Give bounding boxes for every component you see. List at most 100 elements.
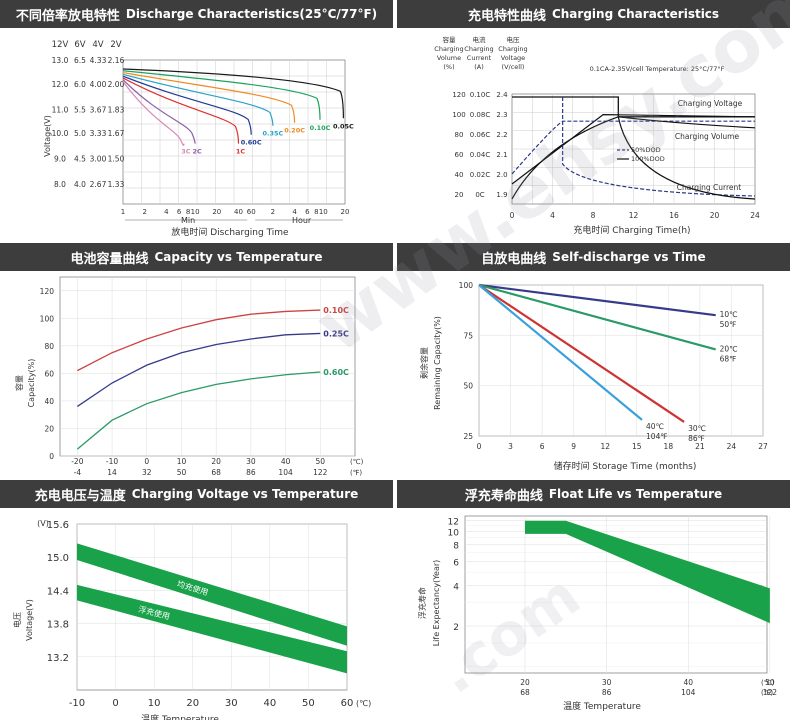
discharge-ylabel: Voltage(V): [43, 115, 52, 157]
discharge-hour-label: Hour: [292, 216, 312, 225]
charging-xtick: 20: [710, 211, 720, 220]
charging-ytick: 2.1: [496, 151, 507, 159]
discharge-title-en: Discharge Characteristics(25°C/77°F): [125, 7, 378, 21]
floatlife-ytick: 6: [453, 558, 459, 568]
discharge-xtick-min: 40: [234, 208, 243, 216]
discharge-ytick: 2.00: [108, 80, 125, 89]
discharge-ytick: 5.5: [74, 105, 86, 114]
charging-current-label: Charging Current: [677, 183, 742, 192]
selfdischarge-xtick: 21: [695, 442, 705, 451]
floatlife-ylabel-cn: 浮充寿命: [417, 587, 427, 619]
discharge-ytick: 4.33: [90, 56, 107, 65]
charging-ytick: 0C: [475, 191, 484, 199]
capacity-ytick: 120: [40, 287, 55, 296]
discharge-xtick-hour: 8: [314, 208, 318, 216]
charging-xtick: 24: [750, 211, 760, 220]
discharge-yheader: 12V: [52, 40, 69, 50]
capacity-xtick-f: 86: [246, 468, 256, 477]
discharge-ytick: 9.0: [54, 155, 66, 164]
floatlife-xtick-c: 30: [602, 678, 612, 687]
floatlife-xunit-f: (℉): [761, 689, 773, 697]
charging-ytick: 2.2: [496, 131, 507, 139]
selfdischarge-xtick: 18: [664, 442, 674, 451]
selfdischarge-xtick: 6: [540, 442, 545, 451]
discharge-xlabel: 放电时间 Discharging Time: [171, 226, 289, 238]
selfdischarge-series-label-f: 104℉: [646, 432, 667, 441]
discharge-curve: [122, 77, 240, 144]
chargevoltage-xtick: 40: [263, 698, 276, 709]
floatlife-ytick: 12: [448, 518, 459, 528]
floatlife-panel: 浮充寿命曲线 Float Life vs Temperature 2 4 6 8 10 1…: [397, 480, 790, 720]
charging-ytick: 80: [455, 131, 464, 139]
floatlife-xtick-f: 68: [520, 688, 530, 697]
capacity-xtick-c: 10: [177, 457, 187, 466]
selfdischarge-title-en: Self-discharge vs Time: [552, 250, 706, 264]
selfdischarge-xlabel: 储存时间 Storage Time (months): [554, 460, 697, 472]
discharge-ytick: 3.00: [90, 155, 107, 164]
selfdischarge-series-line: [478, 284, 685, 423]
chargevoltage-title-en: Charging Voltage vs Temperature: [131, 487, 359, 501]
charging-ytick: 1.9: [496, 191, 507, 199]
floatlife-xtick-c: 20: [520, 678, 530, 687]
selfdischarge-ytick: 100: [459, 281, 474, 290]
charging-voltage-line: [512, 96, 755, 118]
discharge-ytick: 1.67: [108, 129, 125, 138]
discharge-curve: [122, 73, 274, 126]
discharge-xtick-hour: 20: [341, 208, 350, 216]
chargevoltage-band: [77, 584, 347, 674]
discharge-ytick: 1.33: [108, 180, 125, 189]
charging-xtick: 4: [550, 211, 555, 220]
discharge-min-label: Min: [181, 216, 195, 225]
charging-note: 0.1CA-2.35V/cell Temperature: 25°C/77°F: [590, 65, 725, 73]
selfdischarge-ylabel-cn: 剩余容量: [419, 347, 429, 379]
capacity-series-line: [76, 371, 321, 450]
chargevoltage-title-cn: 充电电压与温度: [34, 488, 126, 504]
capacity-ytick: 60: [44, 369, 54, 378]
capacity-xtick-f: 104: [278, 468, 293, 477]
discharge-xtick-min: 60: [247, 208, 256, 216]
floatlife-ytick: 2: [453, 623, 459, 633]
capacity-xunit-c: (℃): [350, 458, 364, 466]
charging-chart: 容量ChargingVolume(%)电流ChargingCurrent(A)电…: [434, 35, 760, 236]
floatlife-title-cn: 浮充寿命曲线: [464, 488, 543, 504]
charging-col-header: (A): [474, 63, 484, 71]
floatlife-ytick: 4: [453, 582, 459, 592]
floatlife-ytick: 8: [453, 542, 459, 552]
discharge-ytick: 2.67: [90, 180, 107, 189]
selfdischarge-xtick: 9: [571, 442, 576, 451]
discharge-curve: [122, 75, 252, 135]
chargevoltage-ytick: 14.4: [47, 586, 69, 597]
charging-col-header: 容量: [443, 35, 457, 44]
capacity-series-label: 0.25C: [323, 329, 349, 338]
discharge-xtick-min: 20: [212, 208, 221, 216]
discharge-series-label: 0.10C: [310, 124, 331, 132]
discharge-xtick-min: 8: [186, 208, 190, 216]
selfdischarge-ytick: 25: [463, 432, 473, 441]
capacity-xtick-f: -4: [74, 468, 82, 477]
discharge-xtick-hour: 6: [305, 208, 310, 216]
charging-title-cn: 充电特性曲线: [467, 8, 546, 24]
floatlife-xtick-c: 50: [765, 678, 775, 687]
discharge-ytick: 3.33: [90, 129, 107, 138]
chargevoltage-xtick: 10: [148, 698, 161, 709]
charging-xtick: 12: [629, 211, 639, 220]
charging-col-header: Charging: [434, 45, 463, 53]
charging-ytick: 0.10C: [470, 91, 491, 99]
discharge-xtick-min: 6: [177, 208, 182, 216]
charging-ytick: 0.04C: [470, 151, 491, 159]
charging-ytick: 0.02C: [470, 171, 491, 179]
selfdischarge-series-label-c: 20℃: [720, 344, 738, 353]
selfdischarge-ytick: 50: [463, 382, 473, 391]
selfdischarge-panel: 自放电曲线 Self-discharge vs Time 25 50 75 100 0 3…: [397, 243, 790, 477]
selfdischarge-title-cn: 自放电曲线: [481, 251, 547, 267]
selfdischarge-series-label-f: 68℉: [720, 354, 737, 363]
charging-current-100: [617, 116, 756, 200]
discharge-ytick: 6.0: [74, 80, 86, 89]
discharge-ytick: 4.5: [74, 155, 86, 164]
chargevoltage-ytick: 13.2: [47, 653, 69, 664]
charging-header: 充电特性曲线 Charging Characteristics: [397, 0, 790, 28]
chargevoltage-xtick: 60: [341, 698, 354, 709]
charging-col-header: Voltage: [501, 54, 525, 62]
capacity-series-label: 0.10C: [323, 306, 349, 315]
